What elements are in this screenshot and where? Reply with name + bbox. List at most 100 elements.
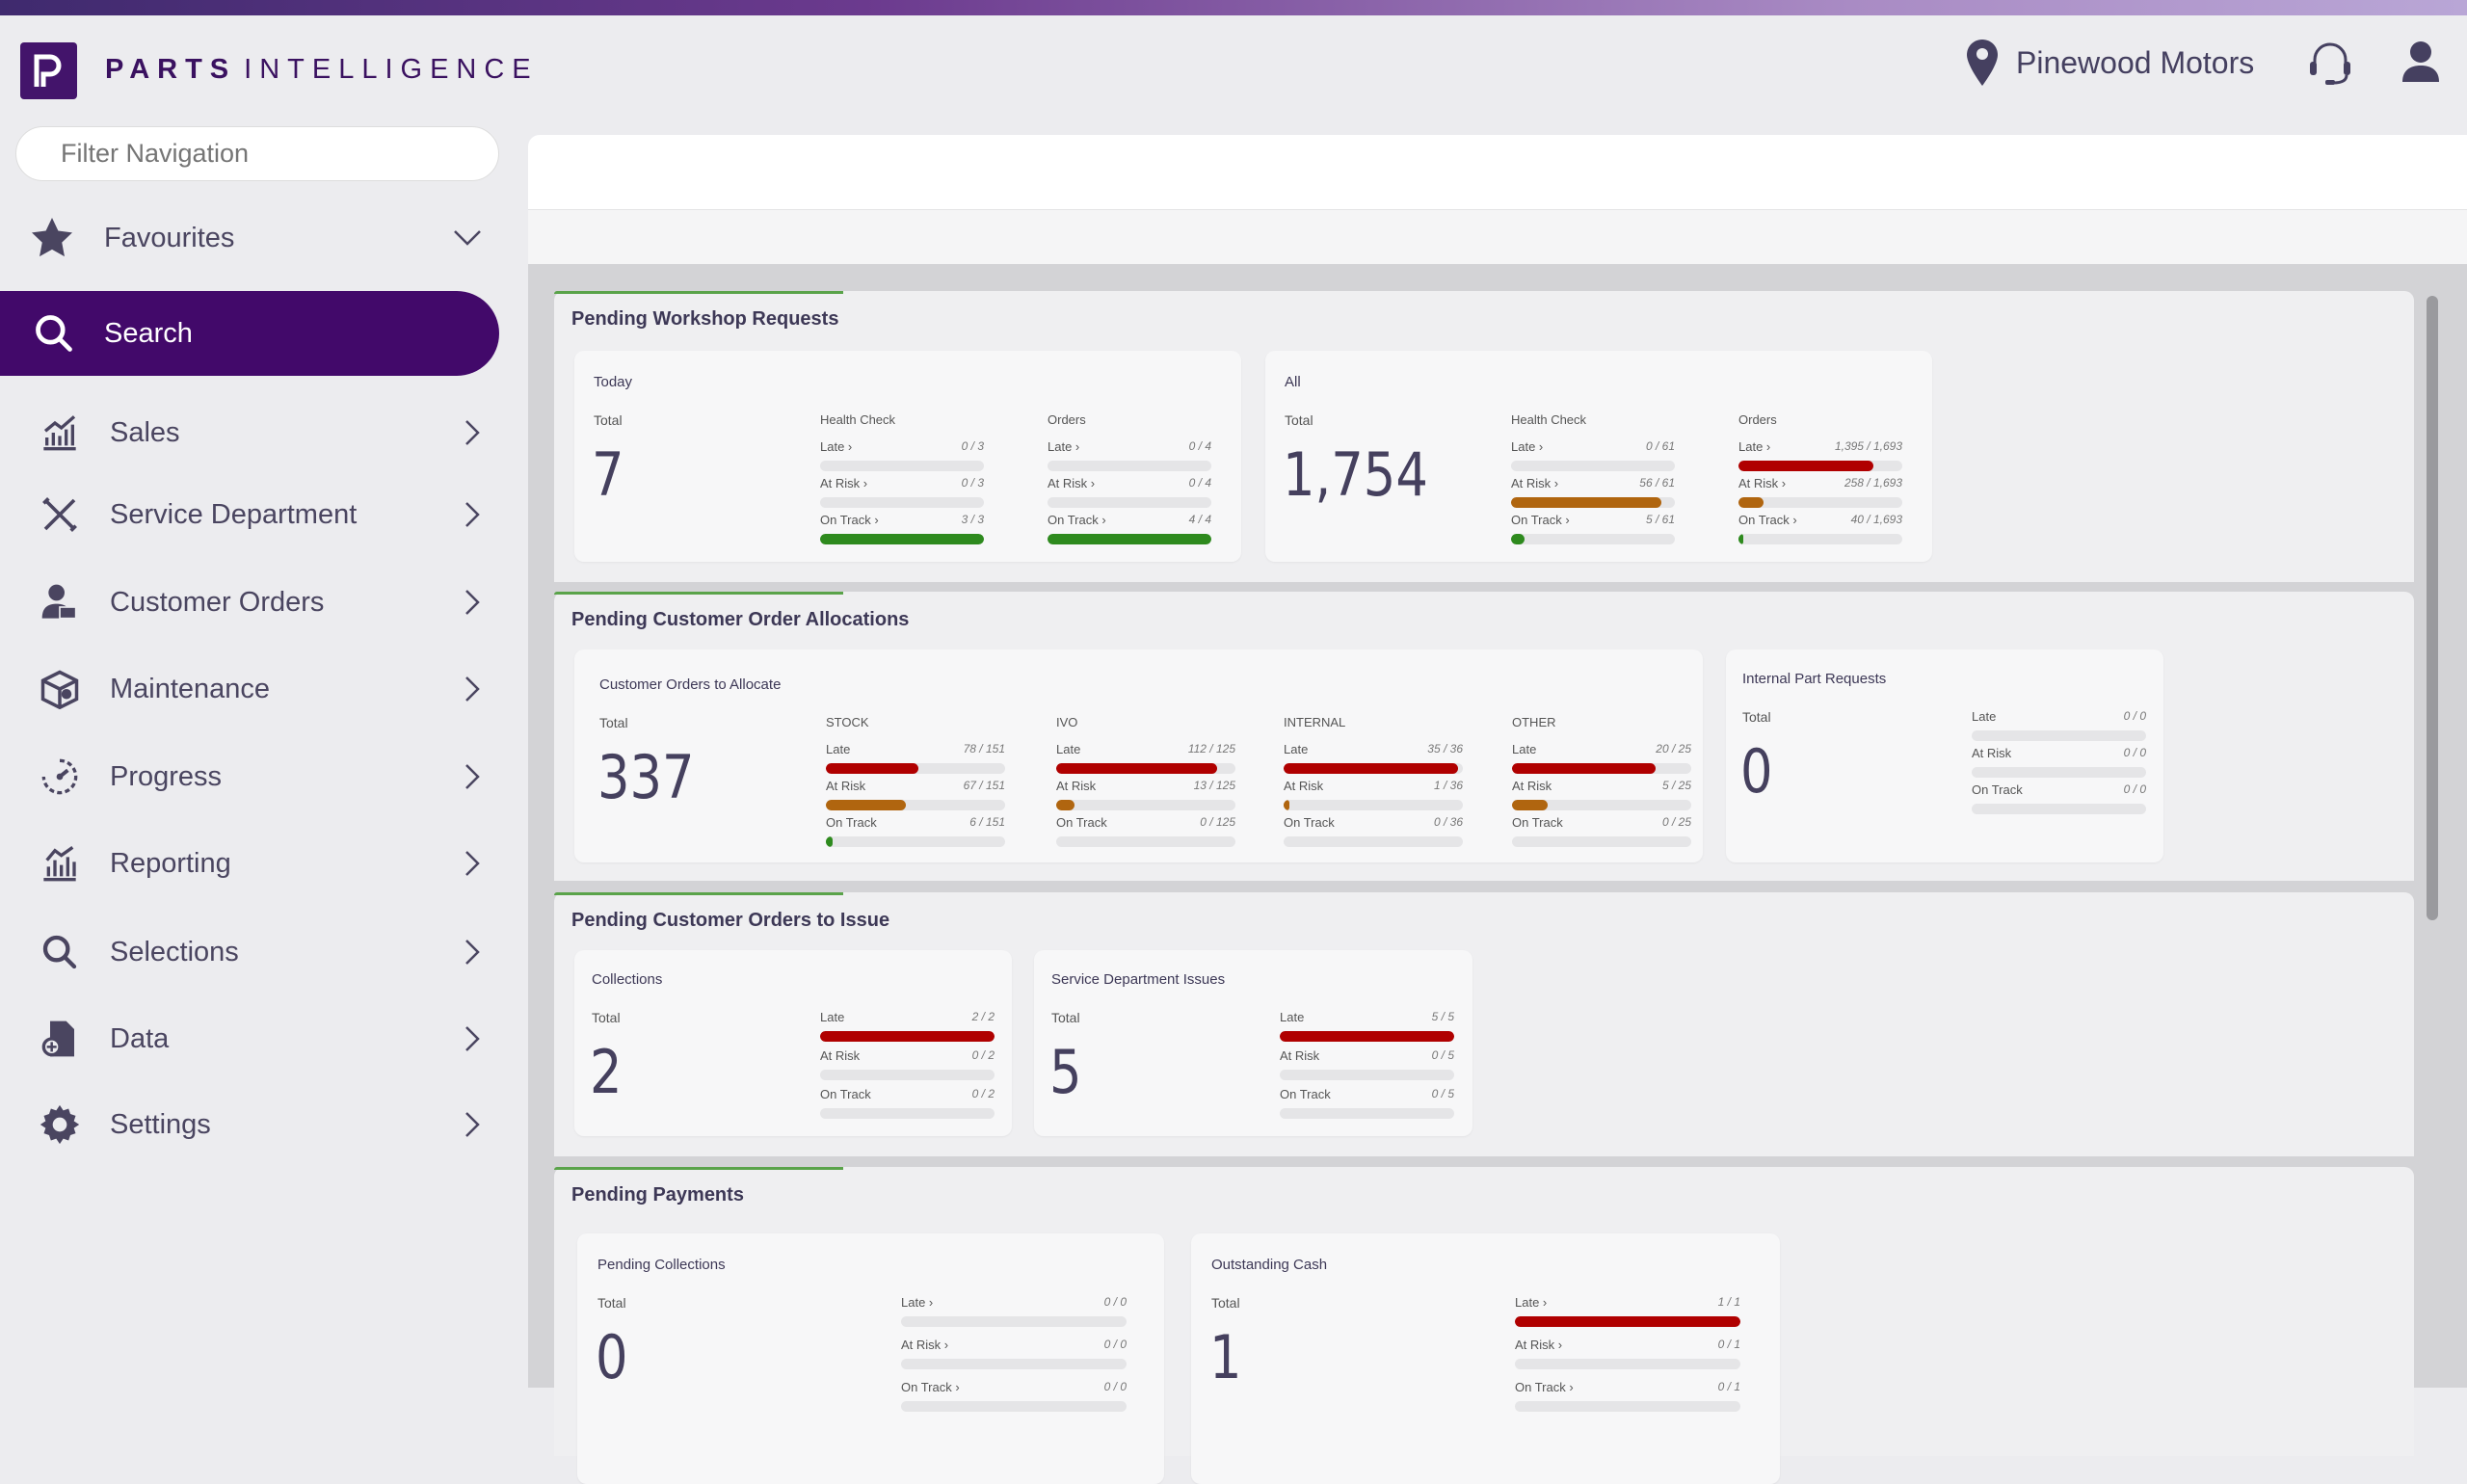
sidebar-item-sales[interactable]: Sales — [0, 399, 499, 466]
chevron-right-icon — [465, 590, 480, 615]
status-row-at-risk[interactable]: At Risk 0 / 5 — [1280, 1048, 1454, 1087]
status-row-at-risk[interactable]: At Risk 13 / 125 — [1056, 779, 1235, 815]
status-row-late[interactable]: Late › 1,395 / 1,693 — [1738, 439, 1902, 476]
status-label[interactable]: At Risk — [1056, 779, 1097, 793]
status-label[interactable]: Late — [826, 742, 851, 756]
status-row-late[interactable]: Late › 0 / 0 — [901, 1295, 1127, 1338]
status-label[interactable]: Late — [1284, 742, 1309, 756]
total-label: Total — [597, 1295, 626, 1311]
column-header: INTERNAL — [1284, 715, 1346, 729]
status-label[interactable]: On Track › — [1515, 1380, 1574, 1394]
logo[interactable] — [20, 42, 77, 99]
status-row-on-track[interactable]: On Track 0 / 5 — [1280, 1087, 1454, 1126]
status-row-on-track[interactable]: On Track 0 / 2 — [820, 1087, 995, 1126]
status-label[interactable]: Late › — [820, 439, 853, 454]
status-label[interactable]: On Track — [1056, 815, 1107, 830]
status-label[interactable]: At Risk — [1512, 779, 1552, 793]
sidebar-item-data[interactable]: Data — [0, 1005, 499, 1073]
status-label[interactable]: Late › — [1515, 1295, 1548, 1310]
location-selector[interactable]: Pinewood Motors — [1966, 39, 2254, 87]
status-label[interactable]: At Risk › — [1048, 476, 1096, 490]
status-row-late[interactable]: Late › 0 / 61 — [1511, 439, 1675, 476]
status-label[interactable]: On Track — [1280, 1087, 1331, 1101]
status-row-at-risk[interactable]: At Risk 5 / 25 — [1512, 779, 1691, 815]
sidebar-item-reporting[interactable]: Reporting — [0, 830, 499, 897]
status-label[interactable]: At Risk › — [820, 476, 868, 490]
status-row-late[interactable]: Late 20 / 25 — [1512, 742, 1691, 779]
status-row-at-risk[interactable]: At Risk 1 / 36 — [1284, 779, 1463, 815]
sidebar-favourites[interactable]: Favourites — [0, 204, 499, 272]
status-label[interactable]: On Track — [1972, 782, 2023, 797]
status-row-at-risk[interactable]: At Risk › 258 / 1,693 — [1738, 476, 1902, 513]
status-label[interactable]: On Track › — [1511, 513, 1570, 527]
sidebar-item-progress[interactable]: Progress — [0, 743, 499, 810]
status-row-on-track[interactable]: On Track 0 / 125 — [1056, 815, 1235, 852]
status-label[interactable]: At Risk — [1280, 1048, 1320, 1063]
status-label[interactable]: Late — [1972, 709, 1997, 724]
status-row-at-risk[interactable]: At Risk › 0 / 3 — [820, 476, 984, 513]
status-label[interactable]: On Track — [826, 815, 877, 830]
status-label[interactable]: At Risk › — [1738, 476, 1787, 490]
status-row-at-risk[interactable]: At Risk › 0 / 0 — [901, 1338, 1127, 1380]
status-label[interactable]: Late — [1280, 1010, 1305, 1024]
status-row-on-track[interactable]: On Track 6 / 151 — [826, 815, 1005, 852]
status-row-on-track[interactable]: On Track › 0 / 1 — [1515, 1380, 1740, 1422]
status-row-late[interactable]: Late › 0 / 4 — [1048, 439, 1211, 476]
progress-fill — [820, 534, 984, 544]
status-row-on-track[interactable]: On Track 0 / 0 — [1972, 782, 2146, 819]
status-label[interactable]: At Risk — [826, 779, 866, 793]
status-label[interactable]: On Track › — [820, 513, 879, 527]
status-label[interactable]: At Risk › — [901, 1338, 949, 1352]
status-row-late[interactable]: Late 78 / 151 — [826, 742, 1005, 779]
status-row-on-track[interactable]: On Track 0 / 25 — [1512, 815, 1691, 852]
status-row-late[interactable]: Late 35 / 36 — [1284, 742, 1463, 779]
status-label[interactable]: On Track › — [1048, 513, 1106, 527]
status-row-on-track[interactable]: On Track › 0 / 0 — [901, 1380, 1127, 1422]
filter-navigation-input[interactable] — [15, 126, 499, 181]
status-row-at-risk[interactable]: At Risk › 0 / 1 — [1515, 1338, 1740, 1380]
status-row-late[interactable]: Late 112 / 125 — [1056, 742, 1235, 779]
sidebar-item-customer-orders[interactable]: Customer Orders — [0, 569, 499, 636]
sidebar-item-search[interactable]: Search — [0, 291, 499, 376]
status-row-late[interactable]: Late 0 / 0 — [1972, 709, 2146, 746]
status-row-on-track[interactable]: On Track › 4 / 4 — [1048, 513, 1211, 549]
status-label[interactable]: Late › — [1738, 439, 1771, 454]
status-row-late[interactable]: Late 5 / 5 — [1280, 1010, 1454, 1048]
status-label[interactable]: At Risk › — [1515, 1338, 1563, 1352]
status-row-late[interactable]: Late › 0 / 3 — [820, 439, 984, 476]
status-row-at-risk[interactable]: At Risk › 0 / 4 — [1048, 476, 1211, 513]
headset-support-icon[interactable] — [2309, 40, 2351, 87]
status-row-at-risk[interactable]: At Risk 0 / 0 — [1972, 746, 2146, 782]
status-row-at-risk[interactable]: At Risk 0 / 2 — [820, 1048, 995, 1087]
status-row-at-risk[interactable]: At Risk 67 / 151 — [826, 779, 1005, 815]
status-label[interactable]: At Risk — [820, 1048, 861, 1063]
status-row-on-track[interactable]: On Track › 40 / 1,693 — [1738, 513, 1902, 549]
status-label[interactable]: At Risk › — [1511, 476, 1559, 490]
status-label[interactable]: Late — [1056, 742, 1081, 756]
status-row-late[interactable]: Late › 1 / 1 — [1515, 1295, 1740, 1338]
status-label[interactable]: Late › — [1048, 439, 1080, 454]
status-label[interactable]: On Track — [1512, 815, 1563, 830]
sidebar-item-settings[interactable]: Settings — [0, 1091, 499, 1158]
scrollbar[interactable] — [2427, 296, 2438, 920]
sidebar-item-service-department[interactable]: Service Department — [0, 481, 499, 548]
status-row-on-track[interactable]: On Track › 5 / 61 — [1511, 513, 1675, 549]
status-label[interactable]: Late › — [901, 1295, 934, 1310]
status-label[interactable]: At Risk — [1284, 779, 1324, 793]
status-label[interactable]: Late — [820, 1010, 845, 1024]
status-row-on-track[interactable]: On Track 0 / 36 — [1284, 815, 1463, 852]
status-label[interactable]: Late — [1512, 742, 1537, 756]
status-label[interactable]: On Track › — [901, 1380, 960, 1394]
status-label[interactable]: On Track › — [1738, 513, 1797, 527]
status-row-late[interactable]: Late 2 / 2 — [820, 1010, 995, 1048]
status-label[interactable]: Late › — [1511, 439, 1544, 454]
status-label[interactable]: On Track — [1284, 815, 1335, 830]
total-label: Total — [592, 1010, 621, 1025]
status-label[interactable]: At Risk — [1972, 746, 2012, 760]
sidebar-item-maintenance[interactable]: Maintenance — [0, 655, 499, 723]
user-account-icon[interactable] — [2401, 40, 2440, 83]
sidebar-item-selections[interactable]: Selections — [0, 918, 499, 986]
status-label[interactable]: On Track — [820, 1087, 871, 1101]
status-row-on-track[interactable]: On Track › 3 / 3 — [820, 513, 984, 549]
status-row-at-risk[interactable]: At Risk › 56 / 61 — [1511, 476, 1675, 513]
